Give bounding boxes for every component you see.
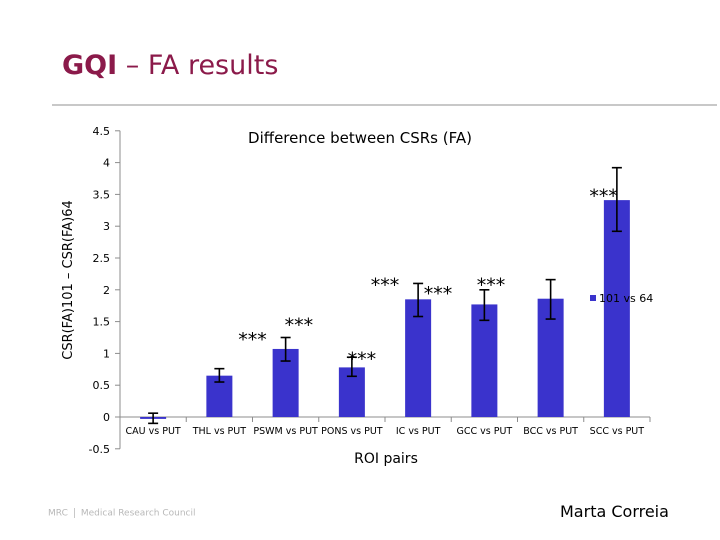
legend: 101 vs 64 xyxy=(590,292,653,305)
error-bar-group xyxy=(148,166,622,425)
x-tick-label: SCC vs PUT xyxy=(590,426,645,437)
y-tick-label: 2 xyxy=(103,284,110,297)
significance-label: *** xyxy=(477,275,506,297)
y-tick-label: 0 xyxy=(103,411,110,424)
x-tick-label: GCC vs PUT xyxy=(457,426,513,437)
significance-label: *** xyxy=(589,185,618,207)
slide-title-rest: – FA results xyxy=(117,50,279,81)
bar xyxy=(405,299,432,417)
y-tick-label: 1 xyxy=(103,347,110,360)
significance-label: *** xyxy=(371,275,400,297)
y-tick-label: 3.5 xyxy=(93,188,111,201)
y-tick-label: 3 xyxy=(103,220,110,233)
x-tick-label: CAU vs PUT xyxy=(126,426,181,437)
bar xyxy=(471,304,498,417)
title-divider xyxy=(52,104,717,106)
x-tick-label: THL vs PUT xyxy=(192,426,247,437)
legend-swatch xyxy=(590,295,596,301)
footer-org-short: MRC xyxy=(48,508,68,519)
significance-label: *** xyxy=(424,283,453,305)
x-axis-label: ROI pairs xyxy=(354,451,418,467)
slide-title-bold: GQI xyxy=(62,50,118,81)
significance-label: *** xyxy=(348,348,377,370)
chart-title: Difference between CSRs (FA) xyxy=(248,129,472,147)
y-tick-label: -0.5 xyxy=(89,443,110,456)
legend-label: 101 vs 64 xyxy=(599,292,653,305)
y-tick-label: 1.5 xyxy=(93,316,111,329)
x-tick-label: PONS vs PUT xyxy=(321,426,383,437)
bar-group xyxy=(140,200,630,419)
footer-logo: MRC Medical Research Council xyxy=(48,508,196,519)
footer-separator xyxy=(73,508,75,518)
footer-org-full: Medical Research Council xyxy=(80,508,196,519)
y-tick-label: 2.5 xyxy=(93,252,111,265)
significance-label: *** xyxy=(285,315,314,337)
slide-title: GQI – FA results xyxy=(62,50,278,81)
author-name: Marta Correia xyxy=(560,502,669,521)
x-tick-label: BCC vs PUT xyxy=(523,426,578,437)
x-tick-label: PSWM vs PUT xyxy=(253,426,318,437)
tick-label-group: 4.5 4 3.5 3 2.5 2 1.5 1 0.5 0 -0.5 CAU vs PUT THL vs… xyxy=(89,125,645,456)
annotation-group: *** *** *** *** *** *** *** xyxy=(238,185,618,370)
x-tick-label: IC vs PUT xyxy=(396,426,441,437)
y-axis-label: CSR(FA)101 – CSR(FA)64 xyxy=(61,200,76,360)
y-tick-label: 0.5 xyxy=(93,379,111,392)
y-tick-label: 4 xyxy=(103,157,110,170)
y-tick-label: 4.5 xyxy=(93,125,111,138)
bar xyxy=(603,200,630,417)
significance-label: *** xyxy=(238,329,267,351)
